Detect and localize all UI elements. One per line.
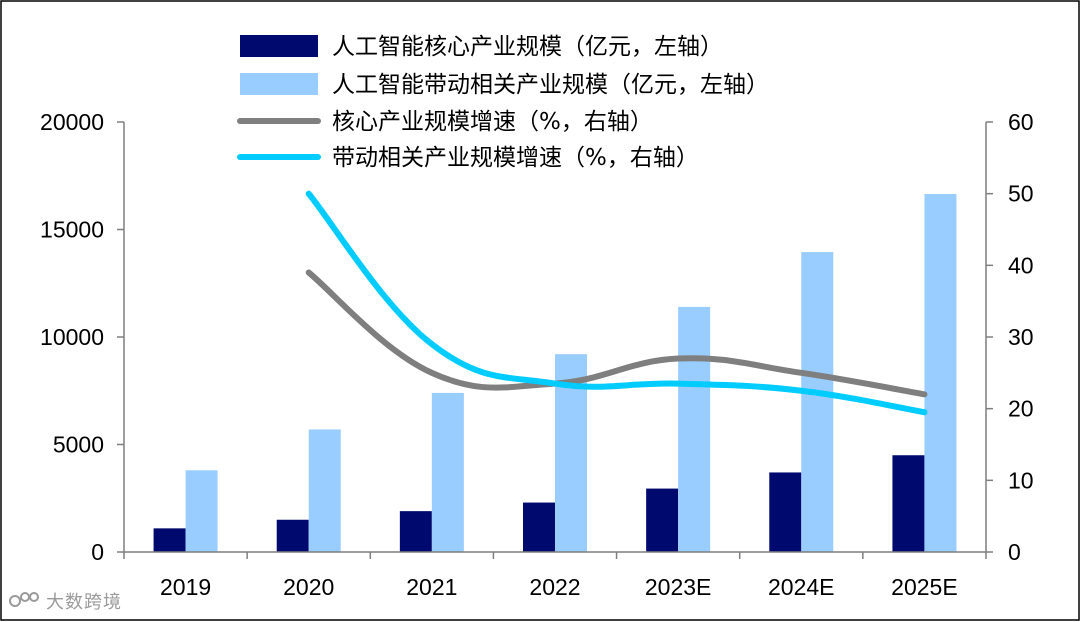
right-tick-label: 0 xyxy=(1008,539,1021,565)
legend: 人工智能核心产业规模（亿元，左轴） 人工智能带动相关产业规模（亿元，左轴） 核心产业… xyxy=(237,34,769,171)
bar-related-2024E xyxy=(801,252,834,552)
bar-core-2022 xyxy=(523,502,555,552)
bar-core-2023E xyxy=(646,488,679,552)
bar-related-2023E xyxy=(678,306,711,552)
legend-swatch-related xyxy=(240,73,318,95)
line-related-growth xyxy=(305,190,928,416)
brand-logo-icon xyxy=(9,592,39,607)
right-tick-label: 20 xyxy=(1008,396,1034,422)
x-tick-label: 2023E xyxy=(645,574,712,600)
legend-swatch-core xyxy=(240,35,318,57)
left-tick-label: 0 xyxy=(91,539,104,565)
axes-layer: 0 5000 10000 15000 20000 0 10 20 30 40 50 60 2019 202… xyxy=(40,109,1034,600)
right-tick-label: 40 xyxy=(1008,252,1034,278)
x-tick-label: 2025E xyxy=(891,574,958,600)
bar-core-2025E xyxy=(892,455,925,552)
right-tick-label: 10 xyxy=(1008,467,1034,493)
right-tick-label: 50 xyxy=(1008,181,1034,207)
watermark-text: 大数跨境 xyxy=(46,592,122,613)
bar-related-2019 xyxy=(185,470,218,552)
right-tick-label: 30 xyxy=(1008,324,1034,350)
x-tick-label: 2020 xyxy=(283,574,334,600)
line-core-growth xyxy=(305,269,928,398)
legend-label: 人工智能核心产业规模（亿元，左轴） xyxy=(332,34,723,60)
bar-related-2021 xyxy=(431,392,464,552)
lines-layer xyxy=(305,190,928,416)
left-tick-label: 10000 xyxy=(40,324,104,350)
bar-core-2019 xyxy=(153,528,186,552)
x-tick-label: 2021 xyxy=(406,574,457,600)
x-tick-label: 2024E xyxy=(768,574,835,600)
legend-label: 人工智能带动相关产业规模（亿元，左轴） xyxy=(332,72,769,98)
legend-label: 核心产业规模增速（%，右轴） xyxy=(332,109,653,135)
watermark: 大数跨境 xyxy=(8,588,122,614)
bar-related-2020 xyxy=(308,429,341,552)
bars-layer xyxy=(153,194,957,552)
bar-core-2024E xyxy=(769,472,802,552)
right-tick-label: 60 xyxy=(1008,109,1034,135)
legend-label: 带动相关产业规模增速（%，右轴） xyxy=(332,145,699,171)
x-tick-label: 2022 xyxy=(529,574,580,600)
bar-core-2020 xyxy=(276,519,309,552)
left-tick-label: 5000 xyxy=(53,432,104,458)
bar-related-2025E xyxy=(924,194,957,552)
left-tick-label: 20000 xyxy=(40,109,104,135)
left-tick-label: 15000 xyxy=(40,217,104,243)
bar-core-2021 xyxy=(399,511,432,552)
x-tick-label: 2019 xyxy=(160,574,211,600)
